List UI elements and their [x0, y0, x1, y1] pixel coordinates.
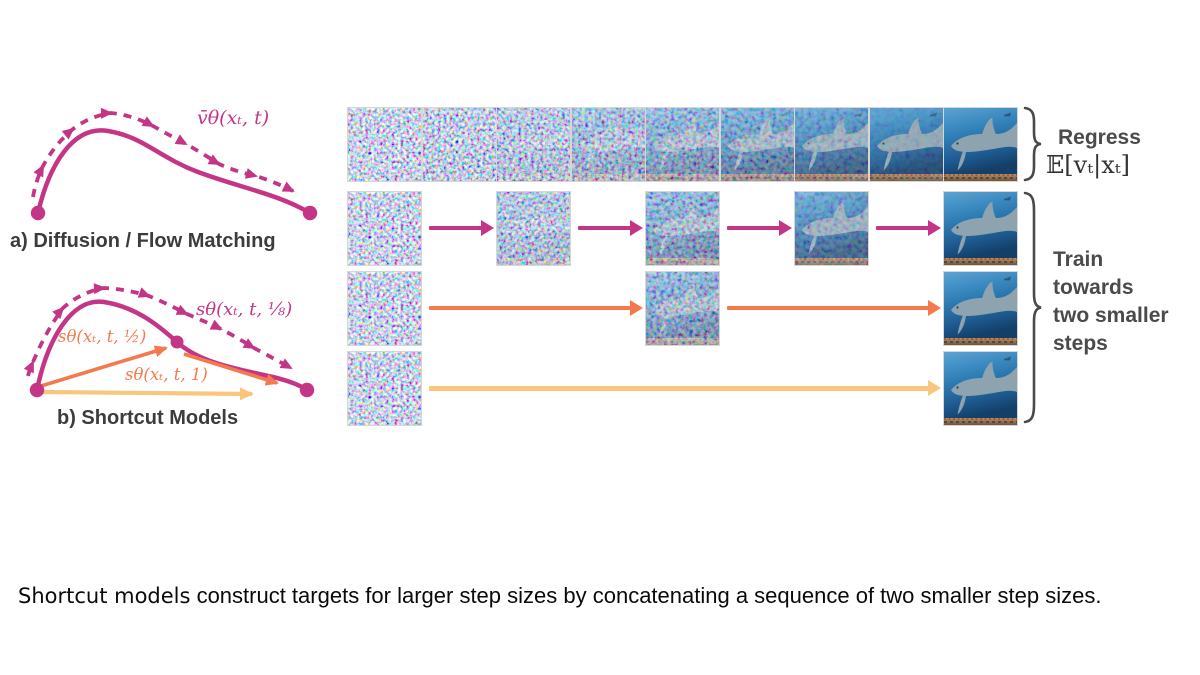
partially-denoised-image	[868, 107, 944, 182]
start-point-dot	[29, 382, 45, 398]
partially-denoised-image	[496, 191, 571, 266]
denoise-step-arrow	[727, 220, 792, 236]
half-step-arrow	[40, 345, 168, 388]
shortcut-one-label: sθ(xₜ, t, 1)	[125, 365, 208, 384]
train-towards-label: Train towards two smaller steps	[1053, 248, 1169, 355]
partially-denoised-image	[645, 191, 720, 266]
partially-denoised-image	[570, 107, 646, 182]
end-point-dot	[302, 205, 318, 221]
denoise-step-arrow	[429, 220, 494, 236]
midpoint-dot	[170, 335, 184, 349]
noise-image	[347, 107, 422, 182]
one-step-arrow	[41, 387, 254, 401]
shortcut-models-curve-diagram	[23, 283, 315, 401]
flow-matching-curve-diagram	[30, 107, 318, 221]
velocity-field-label: v̄θ(xₜ, t)	[197, 107, 270, 129]
figure-caption: Shortcut models construct targets for la…	[18, 583, 1101, 609]
flow-trajectory-curve	[35, 128, 313, 216]
shark-image	[943, 191, 1018, 266]
denoise-step-arrow	[578, 220, 643, 236]
partially-denoised-image	[794, 107, 869, 182]
partially-denoised-image	[645, 107, 720, 182]
train-brace	[1023, 191, 1042, 424]
caption-term: Shortcut models	[18, 584, 191, 608]
denoise-step-arrow	[876, 220, 941, 236]
noise-image	[347, 191, 422, 266]
denoise-step-arrow	[429, 300, 643, 316]
shortcut-eighth-label: sθ(xₜ, t, ⅛)	[196, 299, 293, 320]
partially-denoised-image	[421, 107, 497, 182]
start-point-dot	[30, 205, 46, 221]
flow-matching-caption: a) Diffusion / Flow Matching	[10, 230, 276, 252]
end-point-dot	[299, 382, 315, 398]
shortcut-dashed-arrows	[23, 283, 293, 377]
shortcut-half-label: sθ(xₜ, t, ½)	[58, 327, 147, 346]
expectation-math-label: 𝔼[vₜ|xₜ]	[1046, 151, 1131, 179]
denoise-step-arrow	[429, 380, 941, 396]
regress-brace	[1023, 106, 1042, 182]
second-half-step-arrow	[183, 352, 279, 386]
noise-image	[347, 271, 422, 346]
velocity-dashed-arrows	[31, 107, 295, 198]
shark-image	[943, 351, 1018, 426]
shark-image	[943, 271, 1018, 346]
partially-denoised-image	[794, 191, 869, 266]
shark-image	[943, 107, 1018, 182]
caption-rest: construct targets for larger step sizes …	[190, 583, 1102, 608]
partially-denoised-image	[719, 107, 795, 182]
shortcut-models-caption: b) Shortcut Models	[57, 407, 239, 429]
partially-denoised-image	[645, 271, 720, 346]
partially-denoised-image	[496, 107, 571, 182]
denoise-step-arrow	[727, 300, 941, 316]
regress-label: Regress	[1058, 126, 1141, 149]
noise-image	[347, 351, 422, 426]
